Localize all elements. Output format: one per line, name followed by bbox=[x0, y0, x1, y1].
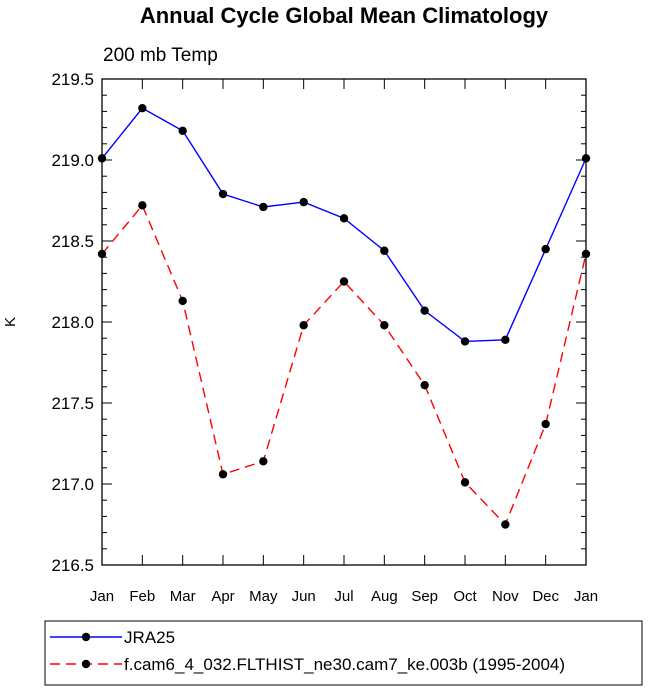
series-1-point bbox=[218, 189, 228, 199]
x-tick-label: Feb bbox=[129, 588, 155, 605]
series-line-1 bbox=[101, 107, 587, 343]
legend: JRA25 f.cam6_4_032.FLTHIST_ne30.cam7_ke.0… bbox=[44, 620, 643, 686]
series-2-point bbox=[501, 520, 510, 529]
series-1-point bbox=[460, 337, 470, 346]
series-2-point bbox=[380, 321, 389, 330]
series-2-point bbox=[138, 201, 147, 210]
x-tick-label: Jan bbox=[90, 588, 114, 605]
axis-ticks: 216.5 217.0 217.5 218.0 218.5 219.0 219.5 Jan Fe… bbox=[51, 70, 598, 605]
legend-label-2: f.cam6_4_032.FLTHIST_ne30.cam7_ke.003b (… bbox=[124, 655, 565, 674]
y-axis-label: K bbox=[2, 317, 19, 327]
x-tick-label: Jul bbox=[334, 588, 353, 605]
series-1-point bbox=[259, 202, 268, 212]
y-tick-label: 219.5 bbox=[51, 70, 94, 89]
x-tick-label: Mar bbox=[170, 588, 196, 605]
series-layer bbox=[97, 103, 591, 529]
x-tick-label: Sep bbox=[411, 588, 438, 605]
x-tick-label: Oct bbox=[453, 588, 477, 605]
series-2-point bbox=[420, 380, 429, 390]
y-tick-label: 218.5 bbox=[51, 232, 94, 251]
series-1-point bbox=[541, 244, 550, 254]
plot-frame bbox=[101, 78, 587, 566]
y-tick-label: 216.5 bbox=[51, 556, 94, 575]
chart-title: Annual Cycle Global Mean Climatology bbox=[140, 3, 549, 28]
x-tick-label: Dec bbox=[532, 588, 559, 605]
y-tick-label: 217.5 bbox=[51, 394, 94, 413]
series-1-point bbox=[501, 335, 510, 345]
chart-subtitle: 200 mb Temp bbox=[103, 45, 218, 66]
series-2-point bbox=[541, 419, 550, 429]
y-tick-label: 217.0 bbox=[51, 475, 94, 494]
series-line-2 bbox=[101, 204, 587, 526]
series-2-point bbox=[218, 470, 228, 479]
y-tick-label: 219.0 bbox=[51, 151, 94, 170]
x-tick-label: May bbox=[249, 588, 278, 605]
series-1-point bbox=[299, 197, 308, 207]
x-tick-label: Aug bbox=[371, 588, 398, 605]
series-1-point bbox=[178, 126, 187, 136]
x-tick-label: Apr bbox=[211, 588, 234, 605]
series-2-point bbox=[460, 478, 470, 487]
series-2-point bbox=[299, 321, 308, 330]
series-1-point bbox=[138, 103, 147, 113]
legend-label-1: JRA25 bbox=[124, 628, 175, 647]
series-2-point bbox=[259, 457, 268, 466]
x-tick-label: Jan bbox=[574, 588, 598, 605]
x-tick-label: Nov bbox=[492, 588, 519, 605]
legend-marker-2 bbox=[81, 659, 91, 669]
series-2-point bbox=[339, 277, 349, 286]
series-2-point bbox=[178, 296, 187, 306]
legend-marker-1 bbox=[81, 632, 91, 642]
y-tick-label: 218.0 bbox=[51, 313, 94, 332]
series-1-point bbox=[339, 214, 349, 223]
series-1-point bbox=[420, 306, 429, 315]
legend-frame bbox=[44, 620, 643, 686]
x-tick-label: Jun bbox=[292, 588, 316, 605]
series-1-point bbox=[380, 246, 389, 255]
